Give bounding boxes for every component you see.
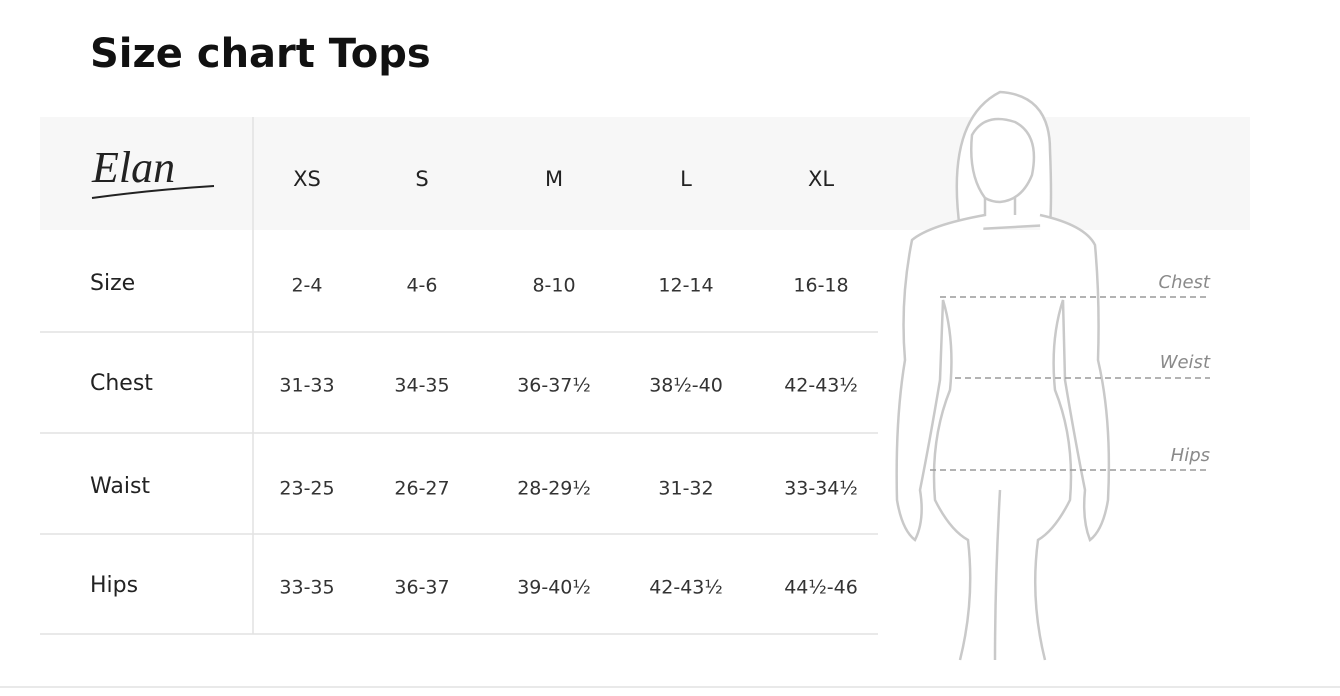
table-cell: 42-43½ — [649, 577, 723, 599]
table-cell: 36-37 — [394, 577, 449, 599]
table-cell: 2-4 — [291, 275, 322, 297]
table-cell: 34-35 — [394, 375, 449, 397]
column-header: XS — [293, 167, 321, 191]
row-label: Waist — [90, 474, 150, 499]
table-cell: 31-32 — [658, 478, 713, 500]
table-cell: 44½-46 — [784, 577, 858, 599]
table-cell: 23-25 — [279, 478, 334, 500]
table-cell: 33-34½ — [784, 478, 858, 500]
brand-logo: Elan — [91, 143, 175, 192]
column-header: XL — [808, 167, 834, 191]
measure-label: Hips — [1171, 445, 1210, 466]
table-cell: 4-6 — [406, 275, 437, 297]
table-cell: 33-35 — [279, 577, 334, 599]
header-band — [40, 117, 1250, 230]
table-cell: 31-33 — [279, 375, 334, 397]
row-label: Size — [90, 271, 135, 296]
table-cell: 39-40½ — [517, 577, 591, 599]
page-title: Size chart Tops — [90, 31, 431, 77]
measure-label: Chest — [1159, 272, 1211, 293]
table-cell: 28-29½ — [517, 478, 591, 500]
column-header: S — [415, 167, 428, 191]
table-cell: 8-10 — [532, 275, 575, 297]
table-cell: 12-14 — [658, 275, 713, 297]
table-cell: 36-37½ — [517, 375, 591, 397]
table-cell: 42-43½ — [784, 375, 858, 397]
table-cell: 38½-40 — [649, 375, 723, 397]
body-figure — [895, 90, 1111, 661]
column-header: M — [545, 167, 563, 191]
column-header: L — [680, 167, 692, 191]
measure-label: Weist — [1160, 352, 1211, 373]
table-cell: 16-18 — [793, 275, 848, 297]
row-label: Chest — [90, 371, 153, 396]
table-cell: 26-27 — [394, 478, 449, 500]
row-label: Hips — [90, 573, 138, 598]
brand-underline — [91, 185, 215, 199]
